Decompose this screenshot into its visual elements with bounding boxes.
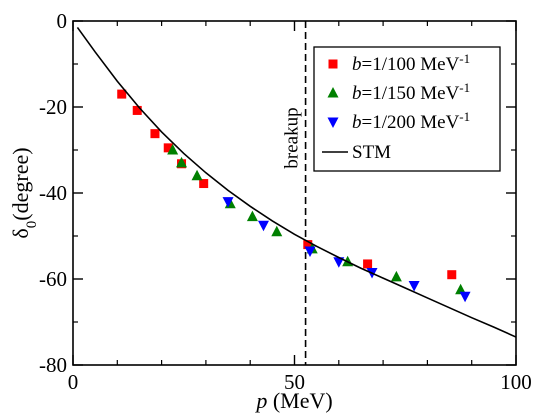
data-point-series-1	[363, 259, 373, 269]
y-tick-label: -80	[39, 353, 67, 377]
data-point-series-3	[408, 280, 420, 292]
legend-entry-2: b=1/150 MeV-1	[352, 80, 470, 105]
data-point-series-1	[303, 240, 313, 250]
x-tick-label: 100	[500, 370, 532, 394]
x-axis-label-variable: p	[254, 388, 267, 413]
legend-entry-variable: b	[352, 54, 362, 75]
data-point-series-3	[222, 197, 234, 208]
data-point-series-3	[257, 220, 269, 232]
legend-entry-3: b=1/200 MeV-1	[352, 109, 470, 134]
legend-entry-4: STM	[352, 142, 391, 163]
axis-ticks	[72, 20, 517, 366]
legend-entry-exponent: -1	[459, 109, 470, 124]
legend-marker-3	[327, 117, 339, 128]
y-tick-label: 0	[57, 9, 68, 33]
legend-entry-1: b=1/100 MeV-1	[352, 51, 470, 76]
legend-entry-value: =1/150 MeV	[362, 83, 460, 104]
x-axis-label-unit: (MeV)	[267, 388, 332, 413]
data-point-series-2	[455, 283, 467, 295]
data-point-series-1	[447, 270, 457, 280]
y-tick-label: -20	[39, 95, 67, 119]
y-tick-label: -40	[39, 181, 67, 205]
data-point-series-1	[163, 143, 173, 153]
breakup-label: breakup	[282, 107, 303, 168]
y-axis-label-subscript: 0	[24, 221, 40, 229]
data-point-series-1	[117, 89, 127, 99]
data-point-series-3	[459, 291, 471, 303]
x-tick-label: 50	[284, 370, 305, 394]
y-axis-label-unit: (degree)	[8, 147, 33, 220]
legend-entry-variable: b	[352, 83, 362, 104]
data-point-series-2	[191, 169, 203, 181]
data-point-series-3	[333, 257, 345, 268]
data-point-series-1	[132, 105, 142, 115]
data-point-series-2	[176, 156, 188, 168]
y-axis-label: δ0(degree)	[8, 147, 40, 238]
legend-entry-value: =1/100 MeV	[362, 54, 460, 75]
y-axis-label-symbol: δ	[8, 228, 33, 238]
legend-marker-2	[327, 87, 339, 98]
data-point-series-2	[390, 270, 402, 282]
legend-entry-exponent: -1	[459, 51, 470, 66]
legend-marker-1	[328, 59, 338, 69]
data-point-series-2	[167, 144, 179, 155]
legend-entry-exponent: -1	[459, 80, 470, 95]
legend-box	[313, 46, 501, 172]
data-point-series-2	[246, 210, 258, 222]
data-point-series-1	[150, 129, 160, 139]
legend: b=1/100 MeV-1b=1/150 MeV-1b=1/200 MeV-1S…	[313, 46, 501, 172]
x-axis-label: p (MeV)	[254, 388, 332, 413]
data-point-series-1	[199, 179, 209, 189]
legend-entry-variable: b	[352, 112, 362, 133]
data-point-series-3	[304, 246, 316, 258]
stm-curve	[76, 26, 517, 338]
y-tick-label: -60	[39, 267, 67, 291]
x-tick-label: 0	[68, 370, 79, 394]
data-point-series-2	[271, 225, 283, 237]
legend-entry-value: =1/200 MeV	[362, 112, 460, 133]
